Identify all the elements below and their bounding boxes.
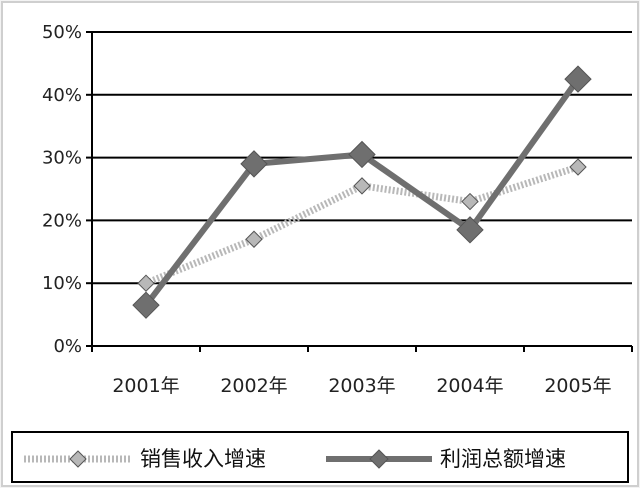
data-point <box>564 65 592 93</box>
legend-label-series-1: 销售收入增速 <box>140 447 266 471</box>
series-2 <box>132 65 592 319</box>
data-point <box>132 291 160 319</box>
x-tick-label: 2002年 <box>220 375 287 397</box>
y-tick-label: 40% <box>42 85 82 106</box>
data-point <box>245 230 263 248</box>
data-point <box>240 150 268 178</box>
x-tick-label: 2004年 <box>436 375 503 397</box>
axes <box>86 31 633 352</box>
legend-label-series-2: 利润总额增速 <box>440 447 566 471</box>
legend-sample-series-1 <box>24 450 132 468</box>
series-1 <box>137 158 587 292</box>
data-point <box>137 274 155 292</box>
data-point <box>353 177 371 195</box>
legend-marker <box>369 449 389 469</box>
y-tick-label: 20% <box>42 210 82 231</box>
y-tick-label: 0% <box>53 336 82 357</box>
y-tick-label: 10% <box>42 273 82 294</box>
legend-box <box>11 431 629 483</box>
legend-sample-series-2 <box>326 449 432 469</box>
y-tick-label: 30% <box>42 148 82 169</box>
series-layer <box>132 65 592 319</box>
legend-marker <box>69 450 87 468</box>
data-point <box>461 192 479 211</box>
x-tick-label: 2003年 <box>328 375 395 397</box>
x-tick-label: 2001年 <box>112 375 179 397</box>
tick-labels: 0% 10% 20% 30% 40% 50% 2001年 2002年 2003年 2004年 200… <box>42 22 612 397</box>
data-point <box>348 140 376 169</box>
x-tick-label: 2005年 <box>544 375 611 397</box>
legend: 销售收入增速 利润总额增速 <box>11 431 629 483</box>
data-point <box>456 216 484 244</box>
y-tick-label: 50% <box>42 22 82 43</box>
data-point <box>569 158 587 176</box>
